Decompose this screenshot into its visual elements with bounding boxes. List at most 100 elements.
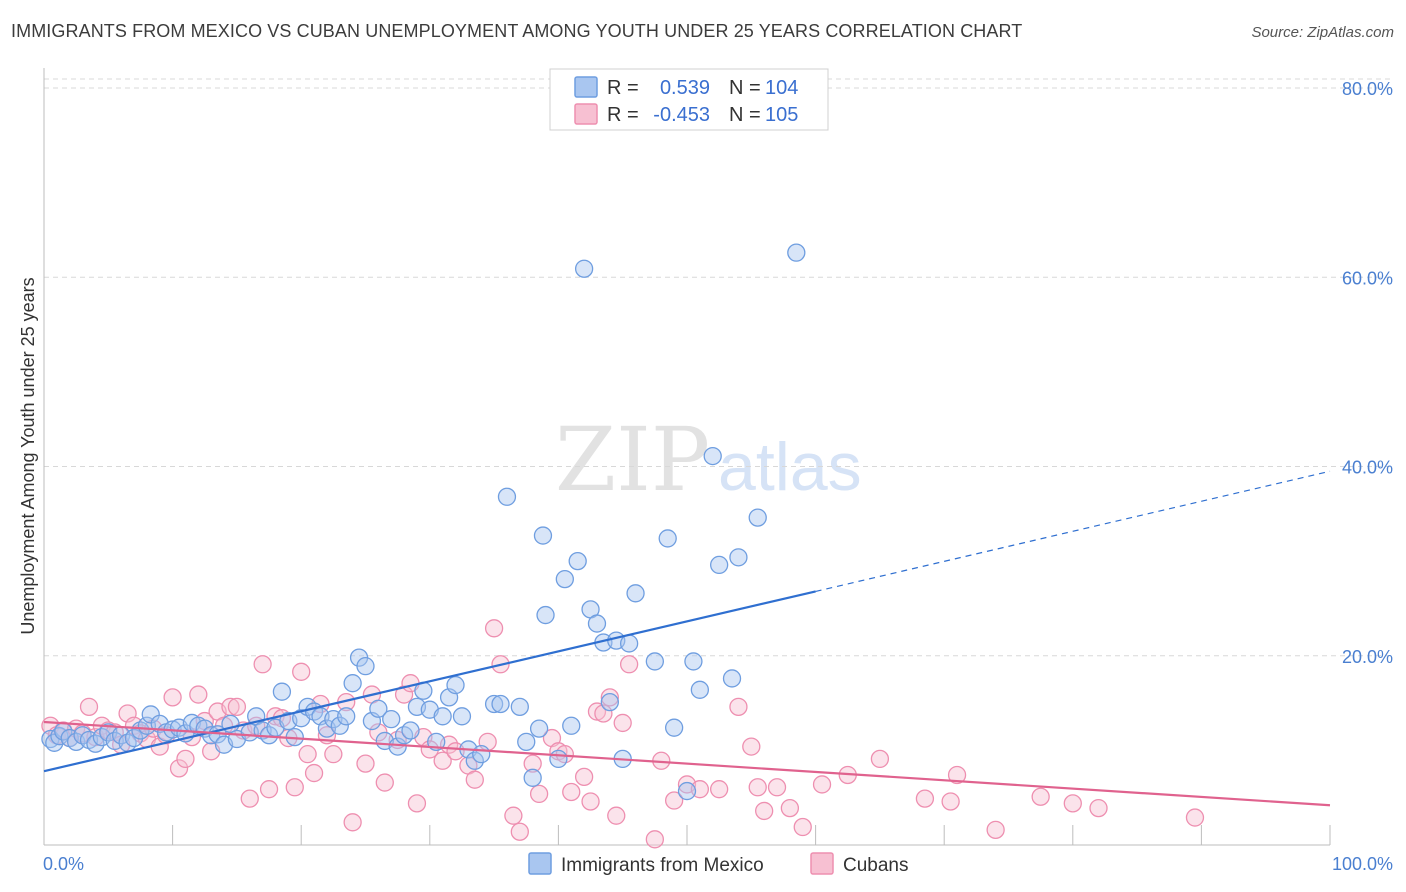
mexico-point xyxy=(619,634,639,653)
mexico-point xyxy=(729,548,748,567)
cubans-point xyxy=(163,688,182,707)
cubans-point xyxy=(189,685,208,704)
cubans-point xyxy=(324,745,343,764)
cubans-point xyxy=(253,655,272,674)
cubans-point xyxy=(619,655,639,674)
legend-n-value-pink: 105 xyxy=(765,104,798,126)
bottom-legend-swatch-blue xyxy=(528,852,552,875)
mexico-point xyxy=(787,243,806,262)
bottom-legend-label-blue: Immigrants from Mexico xyxy=(561,855,764,876)
mexico-point xyxy=(645,652,664,671)
cubans-point xyxy=(285,778,304,797)
x-tick-label-max: 100.0% xyxy=(1332,854,1393,874)
mexico-point xyxy=(568,551,587,571)
cubans-point xyxy=(574,767,594,787)
mexico-point xyxy=(433,707,452,726)
cubans-point xyxy=(562,782,581,802)
cubans-point xyxy=(748,778,767,797)
mexico-point xyxy=(549,749,568,769)
cubans-point xyxy=(870,749,890,769)
source-label: Source: ZipAtlas.com xyxy=(1251,24,1394,41)
cubans-point xyxy=(812,775,832,794)
mexico-point xyxy=(600,692,619,712)
cubans-point xyxy=(581,792,600,811)
y-tick-label: 20.0% xyxy=(1342,647,1393,667)
bottom-legend-swatch-pink xyxy=(810,852,834,875)
cubans-trend-line xyxy=(43,720,1331,807)
mexico-point xyxy=(658,529,677,548)
cubans-point xyxy=(510,822,529,841)
legend-n-label-blue: N = xyxy=(729,77,761,99)
cubans-point xyxy=(613,713,632,733)
legend-n-value-blue: 104 xyxy=(765,77,798,99)
mexico-trend-line xyxy=(43,590,816,773)
cubans-point xyxy=(941,792,960,811)
cubans-point xyxy=(915,789,935,808)
legend: R = 0.539 N = 104 R = -0.453 N = 105 xyxy=(549,68,829,131)
mexico-point xyxy=(497,487,517,506)
cubans-point xyxy=(607,806,626,825)
cubans-point xyxy=(1031,787,1050,806)
cubans-point xyxy=(793,817,812,837)
cubans-point xyxy=(176,749,195,769)
mexico-point xyxy=(272,682,292,701)
mexico-point xyxy=(124,728,144,748)
cubans-point xyxy=(710,780,729,799)
cubans-point xyxy=(375,773,394,792)
y-axis-label: Unemployment Among Youth under 25 years xyxy=(18,277,38,634)
cubans-point xyxy=(343,813,362,832)
cubans-point xyxy=(420,740,439,759)
mexico-point xyxy=(710,555,729,575)
mexico-point xyxy=(446,675,465,695)
cubans-point xyxy=(1185,808,1205,827)
mexico-point xyxy=(465,751,484,770)
mexico-point xyxy=(510,697,529,716)
mexico-point xyxy=(491,694,510,714)
mexico-point xyxy=(401,721,420,740)
mexico-point xyxy=(626,584,645,603)
legend-r-label-pink: R = xyxy=(607,104,639,126)
cubans-point xyxy=(169,759,189,778)
cubans-point xyxy=(664,791,684,810)
mexico-point xyxy=(562,716,581,735)
cubans-point xyxy=(645,830,664,849)
cubans-point xyxy=(587,702,607,721)
legend-r-label-blue: R = xyxy=(607,77,639,99)
legend-r-value-blue: 0.539 xyxy=(660,77,710,99)
mexico-point xyxy=(356,657,375,676)
cubans-point xyxy=(298,745,317,764)
cubans-point xyxy=(986,820,1005,840)
cubans-point xyxy=(1089,798,1108,818)
bottom-legend-label-pink: Cubans xyxy=(843,855,909,876)
mexico-point xyxy=(484,694,504,714)
cubans-point xyxy=(304,763,324,783)
watermark-zip: ZIP xyxy=(555,408,710,511)
mexico-points xyxy=(41,243,806,801)
cubans-point xyxy=(947,765,967,785)
y-tick-label: 60.0% xyxy=(1342,268,1393,288)
y-tick-labels: 20.0% 40.0% 60.0% 80.0% xyxy=(1342,79,1393,667)
cubans-point xyxy=(259,780,279,799)
mexico-point xyxy=(529,719,549,738)
mexico-point xyxy=(382,709,401,729)
mexico-point xyxy=(533,526,553,545)
mexico-point xyxy=(703,446,722,466)
mexico-point xyxy=(343,674,362,693)
mexico-point xyxy=(587,614,607,633)
mexico-point xyxy=(664,718,684,737)
cubans-point xyxy=(600,688,619,707)
mexico-point xyxy=(388,737,407,756)
legend-r-value-pink: -0.453 xyxy=(653,104,710,126)
cubans-point xyxy=(767,778,787,797)
mexico-point xyxy=(677,781,697,801)
cubans-point xyxy=(394,685,414,704)
mexico-point xyxy=(86,734,105,753)
mexico-point xyxy=(722,669,742,688)
cubans-point xyxy=(465,770,484,789)
cubans-point xyxy=(356,754,375,773)
cubans-point xyxy=(529,784,549,804)
y-tick-label: 80.0% xyxy=(1342,79,1393,99)
cubans-point xyxy=(504,806,523,825)
cubans-point xyxy=(594,704,613,723)
mexico-point xyxy=(690,680,710,699)
